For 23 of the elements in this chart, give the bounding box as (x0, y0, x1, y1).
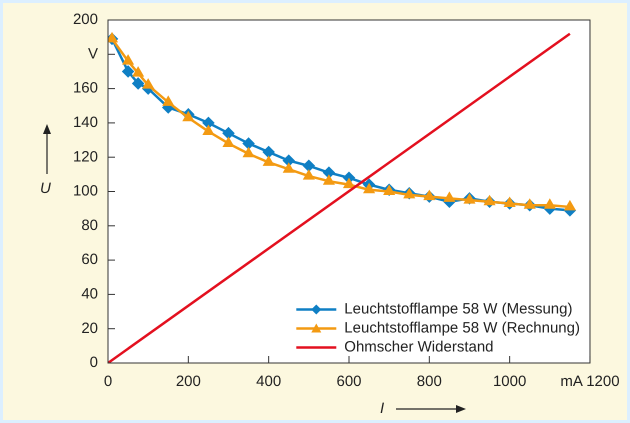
y-tick-label: 140 (72, 114, 98, 132)
y-tick-label: 120 (72, 148, 98, 166)
x-tick-label: 1000 (492, 373, 526, 390)
y-tick-label: V (88, 45, 98, 62)
x-tick-label: 200 (176, 373, 201, 390)
y-tick-label: 0 (90, 354, 98, 372)
x-tick-label: 400 (256, 373, 282, 390)
y-tick-label: 160 (72, 80, 98, 97)
x-tick-label: 0 (104, 373, 112, 390)
x-tick-label: mA 1200 (560, 373, 620, 390)
y-tick-label: 60 (81, 251, 98, 268)
legend-label: Leuchtstofflampe 58 W (Rechnung) (344, 320, 580, 337)
x-axis-title: I (380, 400, 384, 417)
x-tick-label: 600 (336, 373, 362, 390)
y-tick-label: 20 (81, 320, 98, 337)
y-tick-label: 200 (72, 11, 98, 28)
x-tick-label: 800 (416, 373, 442, 390)
legend-label: Leuchtstofflampe 58 W (Messung) (344, 300, 572, 318)
y-tick-label: 40 (81, 286, 98, 303)
y-tick-label: 100 (72, 182, 98, 200)
y-tick-label: 80 (81, 216, 98, 234)
legend-label: Ohmscher Widerstand (344, 338, 494, 356)
y-axis-title: U (40, 180, 51, 197)
